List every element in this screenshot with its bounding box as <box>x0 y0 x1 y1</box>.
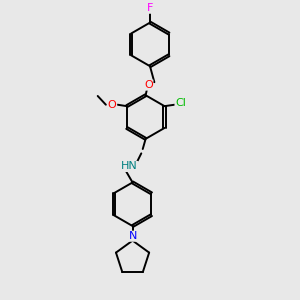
Text: HN: HN <box>121 161 138 172</box>
Text: F: F <box>147 3 153 13</box>
Text: N: N <box>128 231 137 241</box>
Text: O: O <box>108 100 117 110</box>
Text: O: O <box>144 80 153 90</box>
Text: Cl: Cl <box>175 98 186 108</box>
